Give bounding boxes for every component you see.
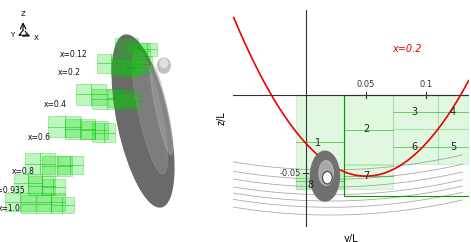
- Text: 7: 7: [363, 171, 369, 181]
- Ellipse shape: [150, 64, 173, 155]
- Text: 0.05: 0.05: [357, 80, 375, 89]
- Text: x=0.8: x=0.8: [12, 167, 35, 176]
- Bar: [439, 129, 469, 164]
- Bar: [392, 129, 439, 164]
- Bar: [25, 153, 56, 174]
- Bar: [21, 195, 51, 213]
- Bar: [65, 119, 95, 139]
- Text: x=0.2: x=0.2: [392, 44, 422, 53]
- Bar: [97, 54, 125, 73]
- Bar: [92, 123, 115, 142]
- Text: 0.1: 0.1: [420, 80, 433, 89]
- Text: Z: Z: [21, 11, 25, 17]
- X-axis label: y/L: y/L: [344, 234, 358, 242]
- Bar: [92, 89, 122, 109]
- Bar: [120, 93, 141, 109]
- Bar: [439, 95, 469, 129]
- Bar: [81, 121, 108, 139]
- Text: -0.05: -0.05: [279, 168, 301, 178]
- Ellipse shape: [157, 58, 170, 73]
- Bar: [5, 193, 35, 211]
- Text: x=1.0: x=1.0: [0, 204, 21, 213]
- Bar: [49, 116, 81, 137]
- Ellipse shape: [310, 151, 340, 201]
- Text: x=0.6: x=0.6: [28, 133, 51, 142]
- Circle shape: [323, 172, 332, 184]
- Text: 4: 4: [450, 107, 456, 117]
- Text: X: X: [33, 35, 38, 41]
- Bar: [296, 95, 344, 189]
- Text: x=0.4: x=0.4: [44, 100, 67, 109]
- Text: x=0.12: x=0.12: [60, 50, 88, 59]
- Text: 1: 1: [315, 138, 321, 149]
- Text: 6: 6: [411, 142, 417, 151]
- Bar: [136, 43, 157, 56]
- Ellipse shape: [112, 35, 174, 207]
- Bar: [37, 193, 65, 211]
- Text: x=0.2: x=0.2: [58, 68, 81, 77]
- Ellipse shape: [319, 161, 333, 185]
- Bar: [296, 173, 344, 189]
- Y-axis label: z/L: z/L: [217, 112, 227, 125]
- Text: 8: 8: [308, 181, 314, 190]
- Bar: [122, 59, 146, 75]
- Bar: [344, 95, 392, 165]
- Text: 5: 5: [450, 142, 456, 151]
- Bar: [111, 59, 138, 77]
- Bar: [28, 176, 56, 195]
- Bar: [127, 43, 150, 59]
- Ellipse shape: [133, 50, 167, 174]
- Text: Y: Y: [10, 32, 15, 38]
- Bar: [76, 84, 106, 105]
- Bar: [51, 197, 74, 213]
- Bar: [115, 38, 138, 54]
- Bar: [57, 156, 83, 174]
- Bar: [392, 95, 439, 129]
- Ellipse shape: [160, 59, 168, 68]
- Bar: [344, 164, 392, 189]
- Bar: [41, 179, 65, 195]
- Bar: [41, 156, 72, 176]
- Text: 3: 3: [411, 107, 417, 117]
- Bar: [108, 89, 134, 107]
- Bar: [14, 174, 41, 193]
- Bar: [131, 56, 152, 73]
- Text: 2: 2: [363, 124, 369, 135]
- Bar: [344, 95, 469, 196]
- Text: x=0.935: x=0.935: [0, 186, 25, 195]
